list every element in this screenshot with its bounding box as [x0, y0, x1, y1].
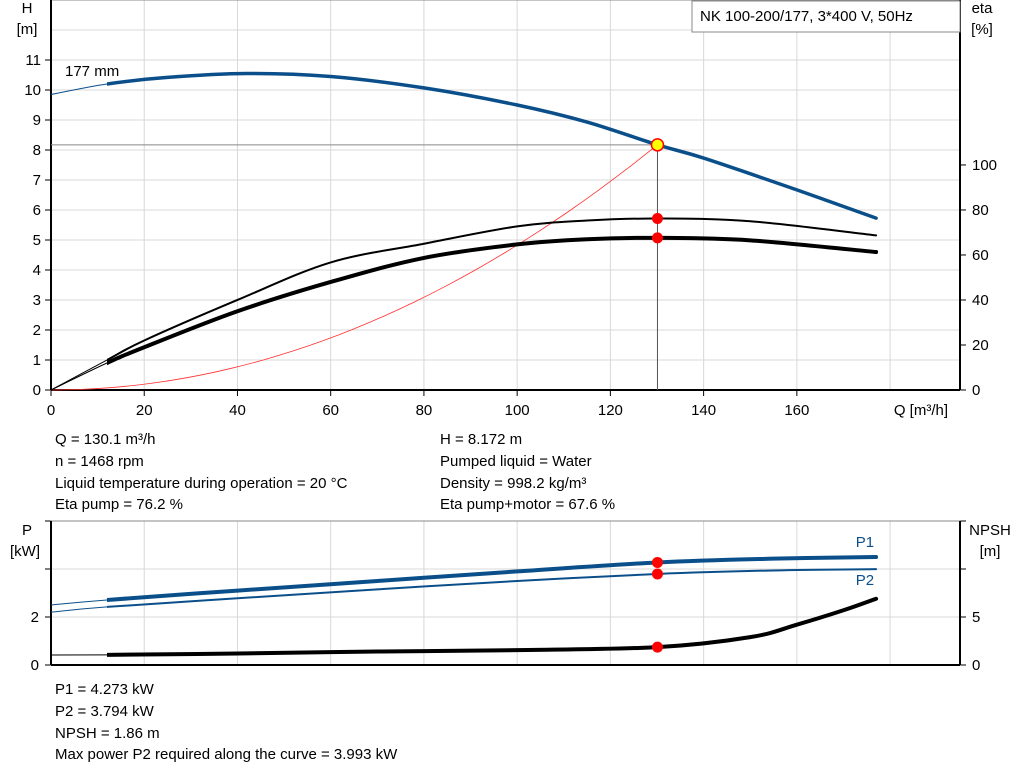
impeller-label: 177 mm	[65, 63, 119, 80]
y-axis-unit: [m]	[17, 21, 38, 38]
y-tick-label: 0	[33, 382, 41, 399]
info-temp: Liquid temperature during operation = 20…	[55, 475, 348, 492]
info-p2: P2 = 3.794 kW	[55, 703, 154, 720]
info-liquid: Pumped liquid = Water	[440, 453, 592, 470]
info-n: n = 1468 rpm	[55, 453, 144, 470]
y-axis-label: H	[22, 0, 33, 17]
chart-title: NK 100-200/177, 3*400 V, 50Hz	[700, 8, 913, 25]
y2-tick-label: 5	[972, 609, 980, 626]
curve-eta-pump-motor-extension	[50, 237, 877, 391]
curve-system	[50, 144, 658, 391]
p1-point	[651, 556, 663, 568]
p2-point	[651, 568, 663, 580]
y-tick-label: 4	[33, 262, 41, 279]
y-tick-label: 6	[33, 202, 41, 219]
curve-p2	[106, 568, 878, 608]
y2-tick-label: 0	[972, 382, 980, 399]
y2-axis-unit: [%]	[971, 21, 993, 38]
y-tick-label: 8	[33, 142, 41, 159]
y2-axis-label: eta	[972, 0, 994, 17]
curve-eta-pump-extension	[50, 218, 877, 391]
x-tick-label: 80	[416, 402, 433, 419]
eta-pump-motor-point	[651, 232, 663, 244]
curve-npsh	[106, 596, 879, 657]
y2-tick-label: 60	[972, 247, 989, 264]
curve-eta-pump-motor	[106, 235, 879, 366]
x-tick-label: 60	[322, 402, 339, 419]
curve-eta-pump	[106, 217, 878, 362]
y-tick-label: 5	[33, 232, 41, 249]
y-axis-unit: [kW]	[10, 543, 40, 560]
x-tick-label: 120	[598, 402, 623, 419]
y-tick-label: 1	[33, 352, 41, 369]
y-tick-label: 0	[31, 657, 39, 674]
x-tick-label: 140	[691, 402, 716, 419]
x-axis-label: Q [m³/h]	[894, 402, 948, 419]
curve-npsh-extension	[50, 598, 877, 656]
x-tick-label: 0	[47, 402, 55, 419]
info-density: Density = 998.2 kg/m³	[440, 475, 587, 492]
legend-box	[691, 0, 961, 33]
y2-tick-label: 100	[972, 157, 997, 174]
y-tick-label: 9	[33, 112, 41, 129]
info-p1: P1 = 4.273 kW	[55, 681, 154, 698]
x-tick-label: 160	[784, 402, 809, 419]
x-tick-label: 100	[505, 402, 530, 419]
eta-pump-point	[651, 213, 663, 225]
y-tick-label: 7	[33, 172, 41, 189]
y-tick-label: 2	[31, 609, 39, 626]
y2-tick-label: 40	[972, 292, 989, 309]
info-h: H = 8.172 m	[440, 431, 523, 448]
curve-p1-extension	[50, 556, 877, 606]
y-tick-label: 3	[33, 292, 41, 309]
x-tick-label: 20	[136, 402, 153, 419]
curve-p1	[106, 555, 879, 602]
info-eta-pump: Eta pump = 76.2 %	[55, 496, 183, 513]
info-eta-pump-motor: Eta pump+motor = 67.6 %	[440, 496, 616, 513]
y2-axis-unit: [m]	[980, 543, 1001, 560]
y2-tick-label: 0	[972, 657, 980, 674]
info-npsh: NPSH = 1.86 m	[55, 725, 160, 742]
y-tick-label: 11	[25, 52, 41, 69]
curve-h	[106, 71, 878, 220]
y-tick-label: 2	[33, 322, 41, 339]
duty-point	[650, 138, 665, 152]
y2-tick-label: 20	[972, 337, 989, 354]
y2-axis-label: NPSH	[969, 522, 1011, 539]
y-axis-label: P	[22, 522, 32, 539]
info-max-p2: Max power P2 required along the curve = …	[55, 746, 398, 763]
info-q: Q = 130.1 m³/h	[55, 431, 156, 448]
y2-tick-label: 80	[972, 202, 989, 219]
npsh-point	[651, 641, 663, 653]
p2-label: P2	[856, 572, 874, 589]
y-tick-label: 10	[24, 82, 41, 99]
p1-label: P1	[856, 534, 874, 551]
x-tick-label: 40	[229, 402, 246, 419]
